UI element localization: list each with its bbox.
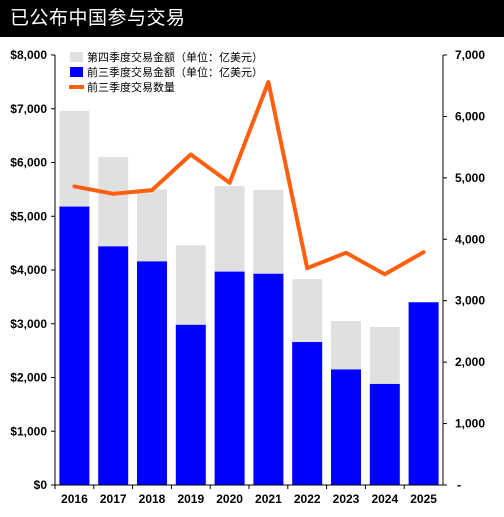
q4-bars-group (59, 110, 400, 384)
legend-label-2: 前三季度交易数量 (87, 80, 175, 94)
q1-q3-bar-2020 (214, 271, 245, 485)
right-tick-label: 7,000 (455, 48, 485, 62)
q1-q3-bar-2021 (253, 273, 284, 485)
q1-q3-bar-2025 (408, 302, 439, 485)
left-tick-label: $8,000 (10, 48, 47, 62)
q1-q3-bar-2023 (331, 369, 361, 485)
left-tick-label: $3,000 (10, 317, 47, 331)
x-tick-label-2019: 2019 (177, 492, 204, 506)
q1-q3-bar-2022 (292, 342, 323, 485)
left-tick-label: $2,000 (10, 371, 47, 385)
q4-bar-2023 (331, 321, 361, 370)
right-tick-label: 6,000 (455, 109, 485, 123)
legend-swatch-1 (70, 67, 83, 77)
x-tick-label-2022: 2022 (294, 492, 321, 506)
q1-q3-bar-2018 (137, 261, 167, 485)
x-tick-label-2018: 2018 (139, 492, 166, 506)
x-tick-label-2025: 2025 (410, 492, 437, 506)
right-tick-label: 2,000 (455, 355, 485, 369)
right-tick-label: 4,000 (455, 232, 485, 246)
legend-label-0: 第四季度交易金额（单位：亿美元） (87, 50, 263, 64)
left-tick-label: $5,000 (10, 209, 47, 223)
x-tick-label-2017: 2017 (100, 492, 127, 506)
q1-q3-bars-group (59, 206, 439, 485)
q4-bar-2020 (214, 186, 245, 272)
q4-bar-2024 (369, 326, 400, 384)
x-tick-label-2020: 2020 (216, 492, 243, 506)
x-tick-label-2016: 2016 (61, 492, 88, 506)
q1-q3-bar-2017 (98, 246, 129, 485)
q4-bar-2016 (59, 110, 90, 207)
left-tick-label: $7,000 (10, 102, 47, 116)
q4-bar-2019 (175, 245, 206, 325)
legend: 第四季度交易金额（单位：亿美元）前三季度交易金额（单位：亿美元）前三季度交易数量 (69, 50, 263, 94)
chart-svg: $0 $1,000 $2,000 $3,000 $4,000 $5,000 $6,000 $7… (10, 48, 485, 506)
legend-label-1: 前三季度交易金额（单位：亿美元） (87, 65, 263, 79)
x-tick-label-2024: 2024 (371, 492, 398, 506)
right-tick-label: 5,000 (455, 171, 485, 185)
axes-group: $0 $1,000 $2,000 $3,000 $4,000 $5,000 $6,000 $7… (10, 48, 485, 506)
legend-swatch-0 (70, 52, 83, 62)
q1-q3-bar-2016 (59, 206, 90, 485)
q4-bar-2017 (98, 157, 129, 247)
chart-title: 已公布中国参与交易 (10, 7, 186, 29)
deal-count-line-group (72, 80, 426, 277)
q1-q3-bar-2024 (369, 383, 400, 485)
left-tick-label: $0 (34, 478, 48, 492)
x-tick-label-2023: 2023 (333, 492, 360, 506)
x-tick-label-2021: 2021 (255, 492, 282, 506)
right-tick-label: 1,000 (455, 417, 485, 431)
deal-count-line (72, 80, 426, 277)
right-tick-label: 3,000 (455, 294, 485, 308)
left-tick-label: $1,000 (10, 424, 47, 438)
right-tick-label: - (457, 478, 461, 492)
q4-bar-2022 (292, 279, 323, 343)
title-bar: 已公布中国参与交易 (0, 0, 504, 37)
left-tick-label: $4,000 (10, 263, 47, 277)
q1-q3-bar-2019 (175, 324, 206, 485)
left-tick-label: $6,000 (10, 156, 47, 170)
q4-bar-2021 (253, 189, 284, 274)
q4-bar-2018 (137, 189, 167, 262)
